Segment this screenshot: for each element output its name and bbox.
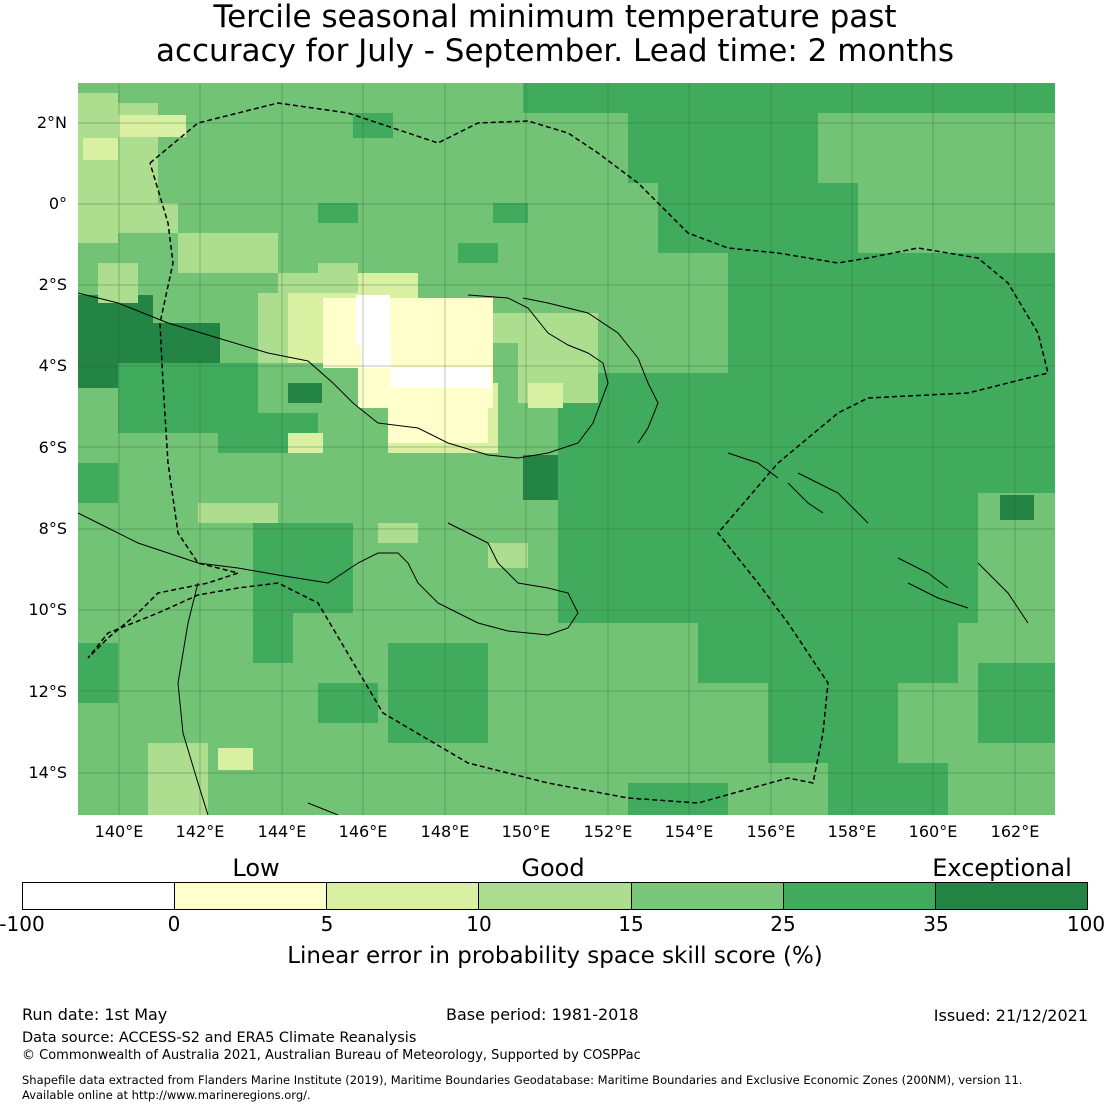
colorbar-tick: 15	[618, 912, 644, 936]
colorbar-segment	[327, 883, 480, 909]
legend-category-good: Good	[521, 854, 585, 882]
skill-cells	[78, 83, 1055, 815]
run-date: Run date: 1st May	[22, 1005, 168, 1024]
colorbar-tick: -100	[0, 912, 45, 936]
chart-title: Tercile seasonal minimum temperature pas…	[0, 0, 1110, 68]
issued-date: Issued: 21/12/2021	[933, 1006, 1088, 1025]
lon-label-142e: 142°E	[175, 822, 225, 841]
colorbar-tick: 25	[770, 912, 796, 936]
lon-label-160e: 160°E	[908, 822, 958, 841]
colorbar-label: Linear error in probability space skill …	[287, 943, 823, 969]
colorbar-tick: 35	[923, 912, 949, 936]
lat-label-0: 0°	[48, 194, 67, 213]
coastlines	[78, 292, 1029, 815]
lat-label-6s: 6°S	[38, 438, 67, 457]
lat-label-12s: 12°S	[28, 682, 67, 701]
legend-category-low: Low	[232, 854, 280, 882]
lon-label-144e: 144°E	[257, 822, 307, 841]
moderate-cells	[78, 93, 598, 815]
graticule	[78, 83, 1055, 815]
lat-label-10s: 10°S	[28, 600, 67, 619]
colorbar-tick: 10	[466, 912, 492, 936]
eez-boundary	[87, 102, 1049, 804]
shapefile-credit-1: Shapefile data extracted from Flanders M…	[22, 1073, 1023, 1087]
legend-category-exceptional: Exceptional	[932, 854, 1072, 882]
lon-label-152e: 152°E	[583, 822, 633, 841]
lon-label-140e: 140°E	[94, 822, 144, 841]
colorbar-tick: 5	[320, 912, 334, 936]
high-good-cells	[78, 83, 1055, 815]
colorbar-tick: 0	[167, 912, 181, 936]
title-line-2: accuracy for July - September. Lead time…	[155, 33, 955, 69]
skill-map	[78, 83, 1055, 815]
lon-label-154e: 154°E	[664, 822, 714, 841]
lat-label-2s: 2°S	[38, 275, 67, 294]
negative-cells	[356, 295, 490, 388]
lat-label-2n: 2°N	[36, 113, 67, 132]
lon-label-148e: 148°E	[420, 822, 470, 841]
data-source: Data source: ACCESS-S2 and ERA5 Climate …	[22, 1030, 417, 1046]
shapefile-credit-2: Available online at http://www.marinereg…	[22, 1088, 311, 1102]
lat-label-8s: 8°S	[38, 519, 67, 538]
title-line-1: Tercile seasonal minimum temperature pas…	[213, 0, 897, 35]
colorbar-segment	[631, 883, 784, 909]
colorbar-segment	[783, 883, 936, 909]
lon-label-146e: 146°E	[338, 822, 388, 841]
lon-label-150e: 150°E	[501, 822, 551, 841]
colorbar	[22, 882, 1088, 910]
colorbar-tick: 100	[1066, 912, 1106, 936]
lon-label-162e: 162°E	[990, 822, 1040, 841]
base-period: Base period: 1981-2018	[446, 1005, 639, 1024]
colorbar-segment	[175, 883, 328, 909]
lon-label-158e: 158°E	[827, 822, 877, 841]
lon-label-156e: 156°E	[746, 822, 796, 841]
map-canvas	[78, 83, 1055, 815]
copyright: © Commonwealth of Australia 2021, Austra…	[22, 1048, 641, 1063]
colorbar-segment	[479, 883, 632, 909]
colorbar-segment	[23, 883, 176, 909]
lat-label-4s: 4°S	[38, 356, 67, 375]
colorbar-segment	[935, 883, 1087, 909]
lat-label-14s: 14°S	[28, 763, 67, 782]
